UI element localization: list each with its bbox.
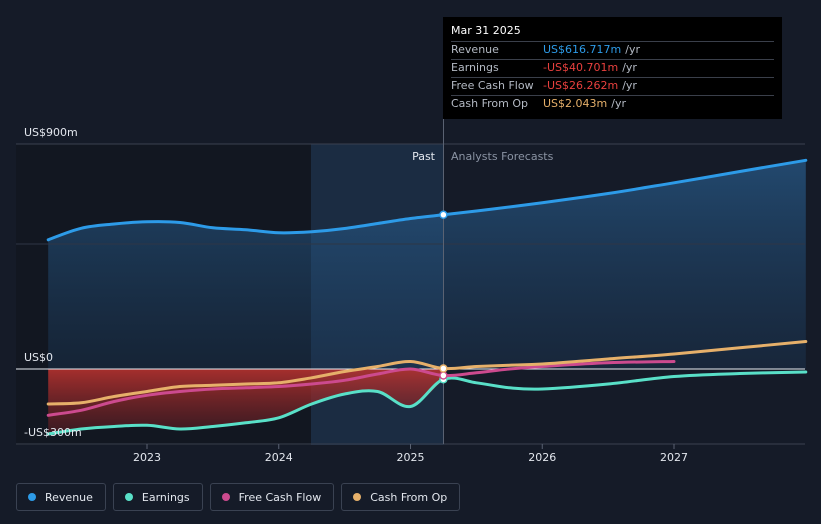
y-label-zero: US$0	[24, 351, 53, 364]
tooltip-value: -US$40.701m	[543, 61, 619, 74]
tooltip-date: Mar 31 2025	[451, 24, 521, 37]
tooltip-unit: /yr	[622, 61, 637, 74]
legend-item-free-cash-flow[interactable]: Free Cash Flow	[209, 483, 335, 511]
legend-item-earnings[interactable]: Earnings	[112, 483, 203, 511]
legend-item-cash-from-op[interactable]: Cash From Op	[341, 483, 461, 511]
tooltip-row-cash-from-op: Cash From Op US$2.043m /yr	[451, 95, 774, 113]
tooltip-row-revenue: Revenue US$616.717m /yr	[451, 41, 774, 59]
legend-label: Earnings	[141, 490, 190, 504]
legend: Revenue Earnings Free Cash Flow Cash Fro…	[16, 483, 461, 511]
tooltip-value: US$2.043m	[543, 97, 608, 110]
tooltip-unit: /yr	[611, 97, 626, 110]
tooltip-row-free-cash-flow: Free Cash Flow -US$26.262m /yr	[451, 77, 774, 95]
legend-dot-icon	[221, 493, 230, 501]
tooltip-row-earnings: Earnings -US$40.701m /yr	[451, 59, 774, 77]
x-tick-label: 2024	[265, 451, 293, 464]
earnings-line	[46, 370, 808, 436]
tooltip-label: Free Cash Flow	[451, 79, 534, 92]
tooltip: Mar 31 2025 Revenue US$616.717m /yr Earn…	[443, 17, 782, 119]
legend-dot-icon	[28, 493, 36, 501]
y-label-top: US$900m	[24, 126, 78, 139]
tooltip-value: -US$26.262m	[543, 79, 619, 92]
legend-item-revenue[interactable]: Revenue	[16, 483, 106, 511]
y-label-bottom: -US$300m	[24, 426, 82, 439]
forecast-label: Analysts Forecasts	[451, 150, 554, 163]
earnings-negative-area	[48, 369, 444, 434]
tooltip-label: Earnings	[451, 61, 499, 74]
legend-label: Cash From Op	[370, 490, 448, 504]
cash-from-op-line	[46, 340, 808, 406]
legend-dot-icon	[353, 493, 362, 501]
legend-label: Revenue	[45, 490, 93, 504]
series-areas	[48, 160, 806, 434]
series-lines	[46, 158, 808, 436]
tooltip-unit: /yr	[625, 43, 640, 56]
free-cash-flow-line	[46, 360, 676, 417]
past-label: Past	[412, 150, 436, 163]
tooltip-label: Revenue	[451, 43, 499, 56]
x-tick-label: 2026	[528, 451, 556, 464]
revenue-marker	[439, 210, 448, 220]
cash-from-op-marker	[439, 364, 448, 373]
x-tick-label: 2025	[397, 451, 425, 464]
x-tick-label: 2027	[660, 451, 688, 464]
free-cash-flow-marker	[439, 371, 448, 380]
tooltip-label: Cash From Op	[451, 97, 529, 110]
tooltip-unit: /yr	[622, 79, 637, 92]
x-tick-label: 2023	[133, 451, 161, 464]
revenue-line	[46, 158, 808, 242]
tooltip-value: US$616.717m	[543, 43, 622, 56]
legend-label: Free Cash Flow	[238, 490, 322, 504]
x-axis-ticks: 2023 2024 2025 2026 2027	[133, 444, 688, 464]
legend-dot-icon	[124, 493, 133, 501]
revenue-area	[48, 160, 806, 369]
tooltip-markers	[439, 210, 448, 384]
